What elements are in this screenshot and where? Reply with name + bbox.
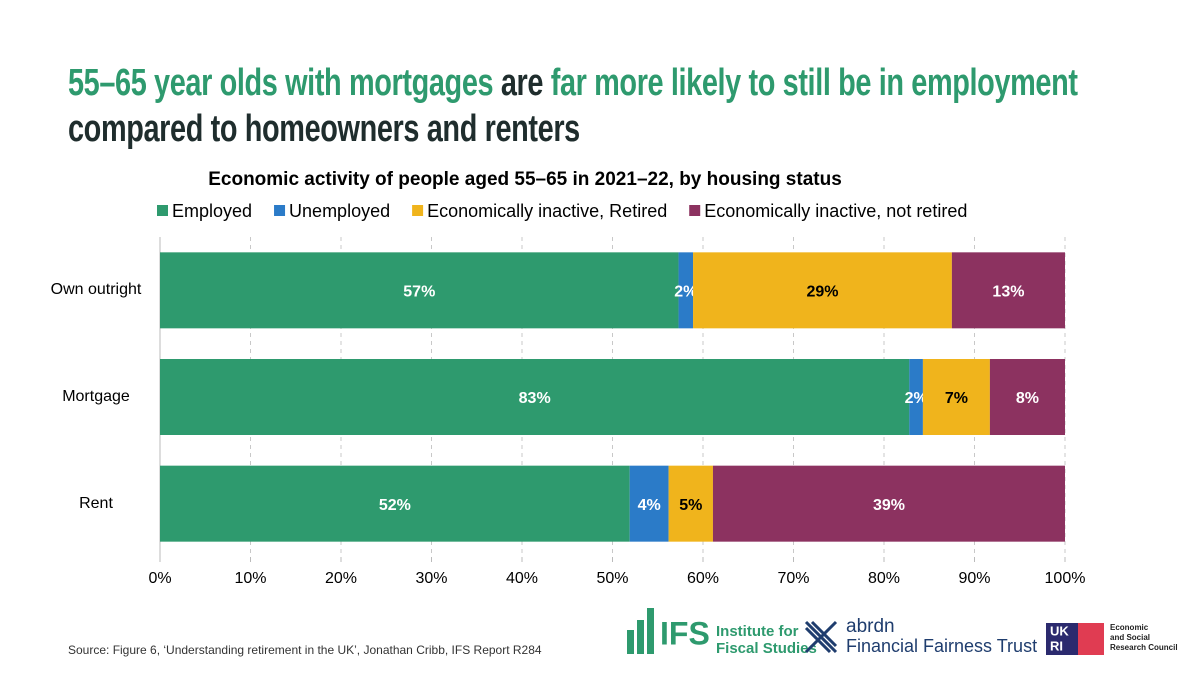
logo-text: Research Council xyxy=(1110,643,1178,652)
logo-shape xyxy=(637,620,644,654)
logo-text: Economic xyxy=(1110,623,1149,632)
legend-label: Unemployed xyxy=(289,201,390,221)
legend-label: Economically inactive, Retired xyxy=(427,201,667,221)
y-tick-label: Mortgage xyxy=(62,388,130,405)
x-tick-label: 10% xyxy=(234,570,266,587)
x-tick-label: 30% xyxy=(415,570,447,587)
y-tick-label: Rent xyxy=(79,494,113,512)
headline-line: 55–65 year olds with mortgages are far m… xyxy=(68,62,1078,105)
data-label: 8% xyxy=(1016,390,1039,407)
headline-line: compared to homeowners and renters xyxy=(68,108,580,151)
logo-text: RI xyxy=(1050,638,1063,653)
x-tick-label: 100% xyxy=(1045,570,1086,587)
legend-label: Economically inactive, not retired xyxy=(704,201,967,221)
bar-segment xyxy=(951,252,1065,329)
legend-swatch xyxy=(157,205,168,216)
bar-segment xyxy=(160,465,630,542)
logo-text: and Social xyxy=(1110,633,1150,642)
bar-segment xyxy=(678,252,694,329)
x-tick-label: 80% xyxy=(868,570,900,587)
logo-text: abrdn xyxy=(846,616,895,637)
headline-part: 55–65 year olds with mortgages xyxy=(68,62,494,104)
bar-segment xyxy=(693,252,952,329)
x-tick-label: 0% xyxy=(148,570,171,587)
logo-text: UK xyxy=(1050,623,1069,638)
x-tick-label: 90% xyxy=(958,570,990,587)
bar-segment xyxy=(712,465,1065,542)
chart-title: Economic activity of people aged 55–65 i… xyxy=(208,169,842,190)
legend-swatch xyxy=(274,205,286,216)
legend-swatch xyxy=(689,205,701,216)
headline-part: are xyxy=(500,62,544,104)
logo-shape xyxy=(647,608,654,654)
data-label: 4% xyxy=(638,497,661,514)
x-tick-label: 50% xyxy=(596,570,628,587)
logos: IFS Institute for Fiscal Studies abrdn F… xyxy=(627,608,1178,657)
logo-shape xyxy=(1046,623,1078,655)
logo-shape xyxy=(804,620,838,654)
x-tick-label: 60% xyxy=(687,570,719,587)
x-tick-label: 40% xyxy=(506,570,538,587)
y-tick-label: Own outright xyxy=(50,281,142,299)
bar-segment xyxy=(989,359,1065,435)
data-label: 39% xyxy=(873,497,905,514)
data-label: 13% xyxy=(992,284,1024,301)
bar-segment xyxy=(909,359,923,435)
data-label: 57% xyxy=(403,284,435,301)
bar-segment xyxy=(668,465,713,542)
headline-part: compared to homeowners and renters xyxy=(68,108,580,150)
bar-segment xyxy=(160,252,679,329)
data-label: 83% xyxy=(519,390,551,407)
x-tick-label: 20% xyxy=(325,570,357,587)
bar-segment xyxy=(629,465,669,542)
source: Source: Figure 6, ‘Understanding retirem… xyxy=(68,643,542,657)
data-label: 2% xyxy=(674,284,697,301)
legend-label: Employed xyxy=(172,201,252,221)
bar-segment xyxy=(160,359,910,435)
bar-segment xyxy=(922,359,990,435)
headline-part: far more likely to still be in employmen… xyxy=(550,62,1078,104)
data-label: 52% xyxy=(379,497,411,514)
logo-text: Fiscal Studies xyxy=(716,640,817,657)
data-label: 29% xyxy=(806,284,838,301)
data-label: 5% xyxy=(679,497,702,514)
logo-text: Institute for xyxy=(716,623,799,640)
logo-shape xyxy=(1078,623,1104,655)
logo-shape xyxy=(627,630,634,654)
logo-text: IFS xyxy=(660,615,710,651)
logo-text: Financial Fairness Trust xyxy=(846,636,1037,656)
x-tick-label: 70% xyxy=(777,570,809,587)
data-label: 7% xyxy=(945,390,968,407)
data-label: 2% xyxy=(905,390,928,407)
legend-swatch xyxy=(412,205,424,216)
